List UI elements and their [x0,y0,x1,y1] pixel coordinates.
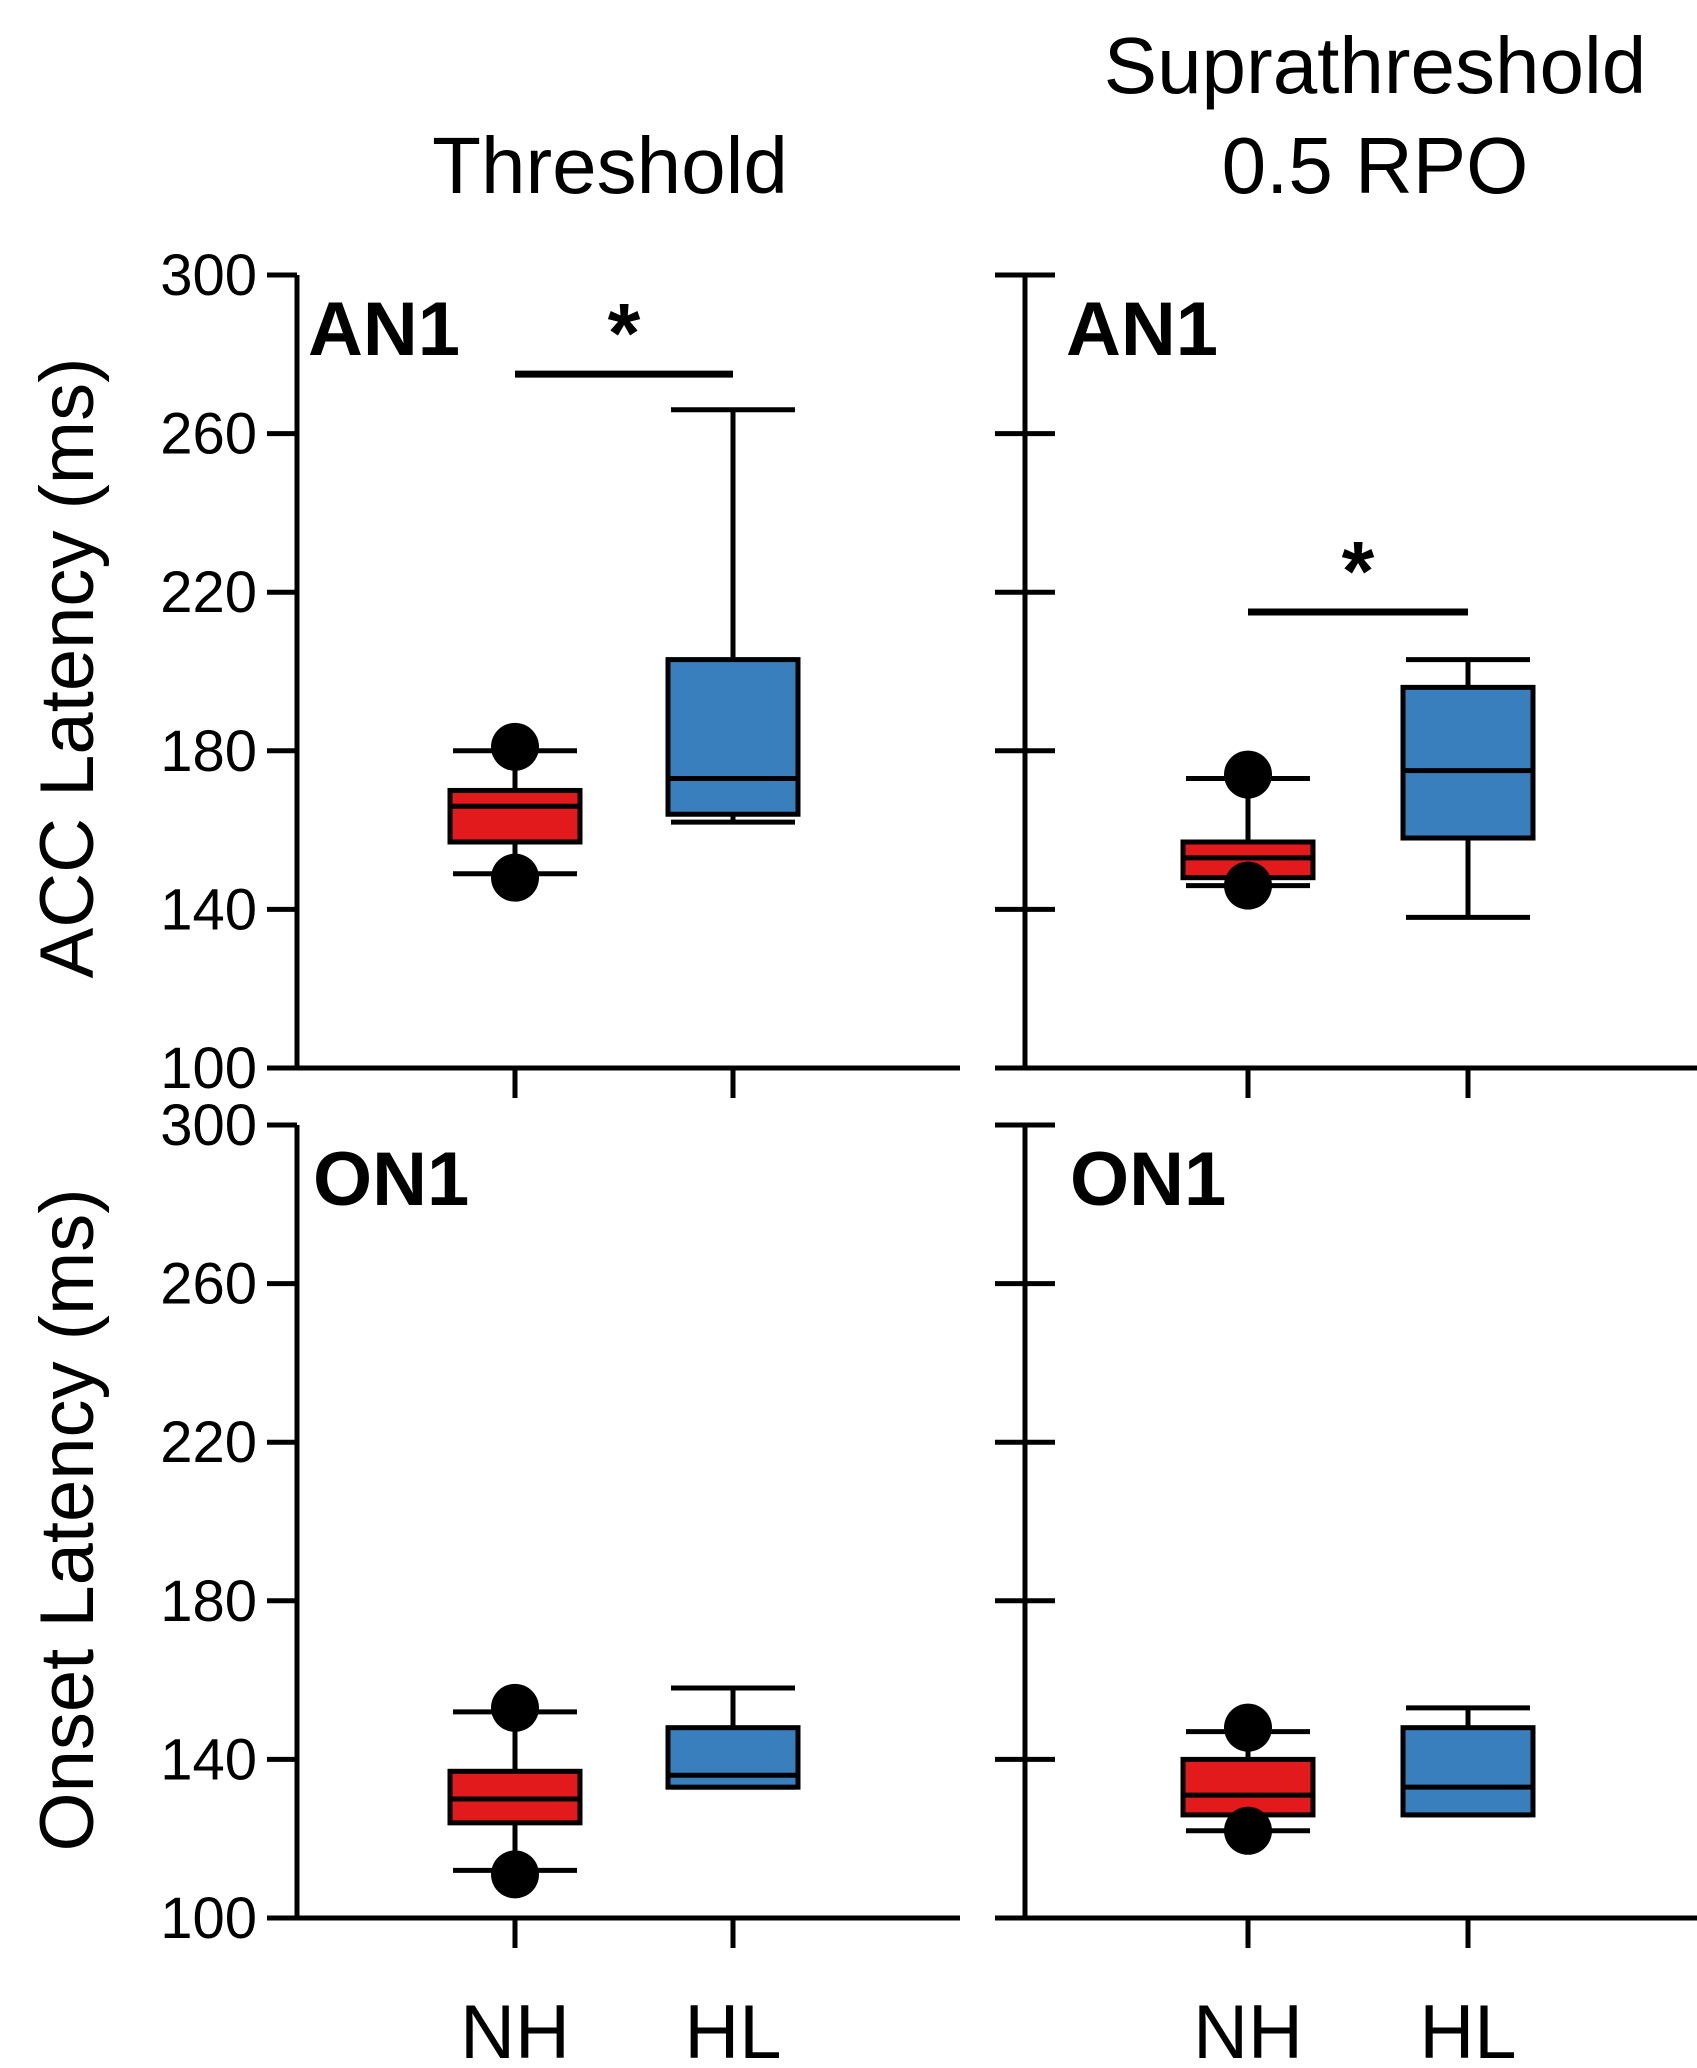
y-tick-label: 260 [160,1252,257,1317]
y-tick-label: 300 [160,243,257,308]
box-nh [447,787,583,845]
y-tick-label: 300 [160,1093,257,1158]
column-title-threshold: Threshold [432,121,788,210]
panel-onset-suprathreshold: ON1 [995,1122,1697,1948]
y-axis-label-acc-latency: ACC Latency (ms) [25,358,110,979]
column-title-suprathreshold: Suprathreshold [1104,21,1647,110]
y-tick-label: 100 [160,1886,257,1951]
y-tick-label: 260 [160,402,257,467]
outlier-point-nh [1224,1806,1272,1855]
y-tick-label: 100 [160,1036,257,1101]
panel-acc-suprathreshold: AN1 * [995,272,1697,1098]
box-hl [665,1725,801,1790]
outlier-point-nh [491,1683,539,1732]
outlier-point-nh [491,853,539,902]
significance-star: * [1342,524,1375,618]
panel-acc-threshold: 100 140 180 220 260 300 AN1 * [160,243,960,1101]
outlier-point-nh [1224,861,1272,910]
box-hl [665,657,801,817]
y-axis-label-onset-latency: Onset Latency (ms) [25,1188,110,1851]
y-tick-label: 220 [160,1410,257,1475]
x-category-label-hl-right: HL [1419,1990,1516,2068]
panel-label: ON1 [1070,1137,1226,1222]
y-tick-label: 140 [160,1727,257,1792]
box-hl [1400,684,1536,841]
outlier-point-nh [491,1850,539,1899]
outlier-point-nh [1224,1703,1272,1752]
y-tick-label: 180 [160,719,257,784]
panel-label: ON1 [313,1137,469,1222]
significance-star: * [608,286,641,380]
panel-onset-threshold: 100 140 180 220 260 300 ON1 [160,1093,960,1951]
column-title-rpo: 0.5 RPO [1222,121,1529,210]
y-tick-label: 140 [160,877,257,942]
y-tick-label: 180 [160,1569,257,1634]
panel-label: AN1 [1066,287,1218,372]
outlier-point-nh [491,722,539,771]
box-hl [1400,1725,1536,1818]
panel-label: AN1 [308,287,460,372]
box-nh [1180,1756,1316,1818]
outlier-point-nh [1224,750,1272,799]
x-category-label-nh-right: NH [1193,1990,1303,2068]
x-category-label-nh-left: NH [460,1990,570,2068]
y-tick-label: 220 [160,560,257,625]
x-category-label-hl-left: HL [684,1990,781,2068]
